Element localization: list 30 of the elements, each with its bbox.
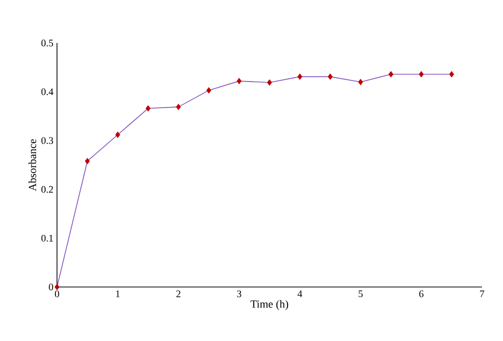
point bbox=[358, 78, 364, 86]
x-axis-title: Time (h) bbox=[250, 300, 288, 310]
point bbox=[54, 284, 60, 290]
y-tick-label: 0 bbox=[48, 284, 54, 290]
y-tick-label: 0.2 bbox=[41, 186, 53, 193]
point bbox=[267, 79, 272, 86]
point bbox=[146, 105, 151, 112]
point bbox=[115, 132, 120, 138]
y-tick-label: 0.3 bbox=[41, 137, 54, 144]
x-tick-label: 4 bbox=[298, 290, 302, 298]
y-tick-label: 0.1 bbox=[41, 234, 53, 242]
point bbox=[236, 78, 242, 84]
x-tick-label: 0 bbox=[54, 290, 60, 298]
y-tick-label: 0.5 bbox=[41, 40, 54, 46]
x-tick-label: 2 bbox=[176, 290, 180, 298]
point bbox=[297, 73, 302, 80]
x-tick-label: 5 bbox=[358, 290, 363, 298]
y-tick-label: 0.4 bbox=[41, 88, 54, 96]
x-tick-label: 7 bbox=[480, 290, 484, 298]
point bbox=[84, 158, 90, 164]
y-axis-title: Absorbance bbox=[28, 139, 36, 192]
point bbox=[388, 71, 394, 78]
x-tick-label: 3 bbox=[237, 290, 242, 298]
point bbox=[449, 71, 454, 78]
point bbox=[418, 71, 424, 78]
x-tick-label: 6 bbox=[419, 290, 424, 298]
point bbox=[176, 104, 181, 110]
point bbox=[206, 87, 212, 94]
x-tick-label: 1 bbox=[116, 290, 120, 298]
point bbox=[328, 73, 333, 80]
